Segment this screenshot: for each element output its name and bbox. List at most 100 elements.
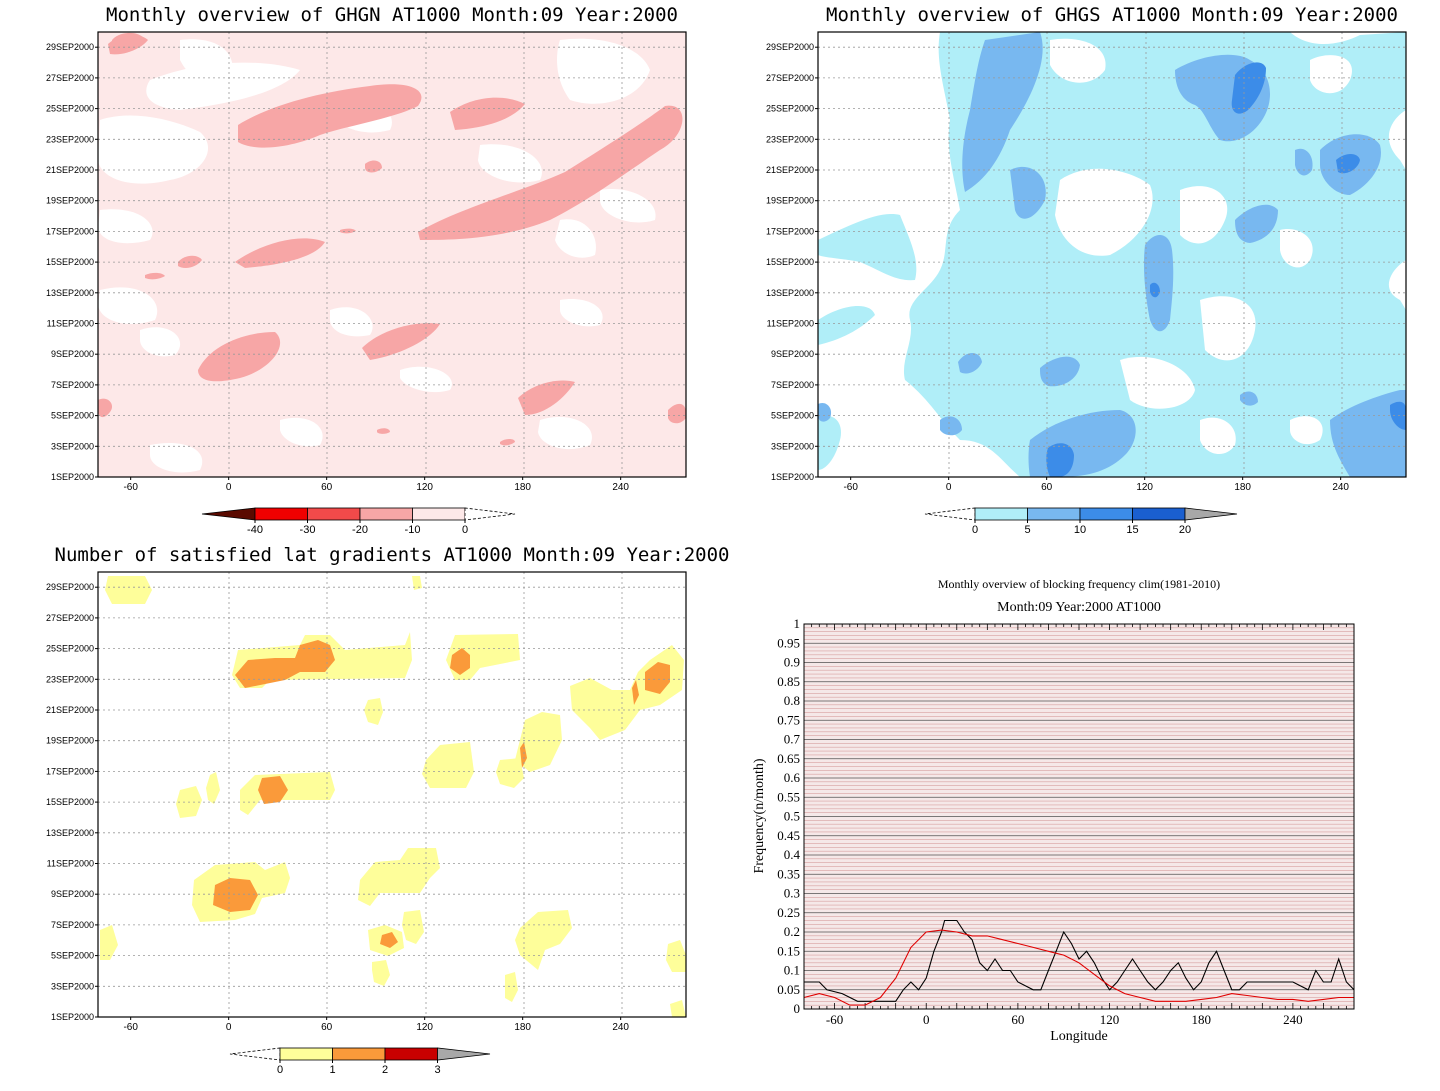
- date-tick-label: 13SEP2000: [46, 288, 94, 298]
- colorbar-label: -40: [247, 524, 263, 536]
- date-tick-label: 5SEP2000: [51, 411, 94, 421]
- colorbar-label: 15: [1126, 524, 1138, 536]
- lon-tick-label: 240: [612, 1022, 629, 1033]
- ghgs-y-tick-labels: 1SEP2000 3SEP2000 5SEP2000 7SEP2000 9SEP2000…: [766, 42, 818, 482]
- lon-tick-label: 60: [321, 482, 333, 493]
- date-tick-label: 9SEP2000: [51, 889, 94, 899]
- freq-y-tick-label: 0.6: [784, 770, 801, 785]
- colorbar-swatch: [974, 507, 1028, 521]
- freq-y-tick-label: 0.05: [777, 982, 800, 997]
- freq-x-tick-label: 60: [1011, 1012, 1024, 1027]
- lon-tick-label: 240: [1332, 482, 1349, 493]
- date-tick-label: 25SEP2000: [46, 644, 94, 654]
- lon-tick-label: 0: [226, 482, 232, 493]
- lat-contour-field: [98, 572, 686, 1017]
- lon-tick-label: 120: [416, 1022, 433, 1033]
- date-tick-label: 15SEP2000: [46, 257, 94, 267]
- lon-tick-label: 240: [612, 482, 629, 493]
- colorbar-label: 0: [972, 524, 978, 536]
- freq-major-grid: [804, 623, 1354, 1010]
- colorbar-arrow-low: [924, 507, 976, 521]
- date-tick-label: 17SEP2000: [766, 226, 814, 236]
- colorbar-swatch: [359, 507, 413, 521]
- date-tick-label: 13SEP2000: [46, 828, 94, 838]
- freq-y-tick-label: 0.95: [777, 635, 800, 650]
- ghgn-grid-h: [98, 46, 686, 447]
- ghgn-x-tick-labels: -60 0 60 120 180 240: [123, 477, 629, 493]
- freq-plot-frame: [803, 623, 1355, 1010]
- date-tick-label: 25SEP2000: [46, 104, 94, 114]
- freq-x-tick-label: -60: [826, 1012, 843, 1027]
- date-tick-label: 3SEP2000: [51, 441, 94, 451]
- freq-y-tick-label: 0.55: [777, 789, 800, 804]
- date-tick-label: 3SEP2000: [51, 981, 94, 991]
- date-tick-label: 19SEP2000: [766, 196, 814, 206]
- date-tick-label: 17SEP2000: [46, 226, 94, 236]
- freq-y-tick-label: 0.65: [777, 751, 800, 766]
- colorbar-arrow-high: [464, 507, 516, 521]
- lat-y-tick-labels: 1SEP2000 3SEP2000 5SEP2000 7SEP2000 9SEP2000…: [46, 582, 98, 1022]
- lon-tick-label: 120: [1136, 482, 1153, 493]
- freq-y-tick-labels: 0 0.05 0.1 0.15 0.2 0.25 0.3 0.35 0.4 0.45 0.5 0.55…: [777, 616, 800, 1016]
- colorbar-label: 0: [462, 524, 468, 536]
- panel-ghgn: Monthly overview of GHGN AT1000 Month:09…: [46, 4, 687, 536]
- freq-series: [803, 919, 1355, 1006]
- date-tick-label: 23SEP2000: [46, 674, 94, 684]
- colorbar-swatch: [412, 507, 466, 521]
- freq-y-tick-label: 0.3: [784, 886, 800, 901]
- freq-y-tick-label: 1: [794, 616, 801, 631]
- colorbar-swatch: [1027, 507, 1081, 521]
- lat-grid: [228, 572, 623, 1017]
- freq-y-tick-label: 0.35: [777, 866, 800, 881]
- freq-ylabel: Frequency(n/month): [752, 758, 767, 873]
- date-tick-label: 27SEP2000: [46, 613, 94, 623]
- date-tick-label: 25SEP2000: [766, 104, 814, 114]
- date-tick-label: 27SEP2000: [46, 73, 94, 83]
- lat-x-tick-labels: -60 0 60 120 180 240: [123, 1017, 629, 1033]
- ghgn-colorbar: -40 -30 -20 -10 0: [201, 507, 516, 536]
- ghgs-grid-h: [818, 46, 1406, 447]
- freq-y-tick-label: 0.9: [784, 655, 800, 670]
- lon-tick-label: 0: [946, 482, 952, 493]
- freq-title: Monthly overview of blocking frequency c…: [938, 577, 1220, 591]
- freq-x-tick-label: 240: [1283, 1012, 1303, 1027]
- colorbar-label: 10: [1074, 524, 1086, 536]
- date-tick-label: 23SEP2000: [46, 134, 94, 144]
- freq-y-tick-label: 0.45: [777, 828, 800, 843]
- colorbar-arrow-low: [201, 507, 256, 521]
- colorbar-label: 2: [382, 1064, 388, 1076]
- colorbar-arrow-low: [229, 1047, 281, 1061]
- ghgs-colorbar: 0 5 10 15 20: [924, 507, 1238, 536]
- freq-y-tick-label: 0.8: [784, 693, 800, 708]
- lat-plot-frame: [97, 571, 687, 1018]
- freq-y-tick-label: 0.7: [784, 732, 801, 747]
- date-tick-label: 11SEP2000: [47, 319, 94, 329]
- date-tick-label: 1SEP2000: [51, 472, 94, 482]
- ghgn-plot-frame: [97, 31, 687, 478]
- freq-xlabel: Longitude: [1050, 1029, 1108, 1044]
- ghgs-plot-frame: [817, 31, 1407, 478]
- colorbar-swatch: [1079, 507, 1133, 521]
- colorbar-swatch: [1132, 507, 1186, 521]
- date-tick-label: 3SEP2000: [771, 441, 814, 451]
- lon-tick-label: 180: [514, 482, 531, 493]
- colorbar-label: 20: [1179, 524, 1191, 536]
- colorbar-label: 0: [277, 1064, 283, 1076]
- date-tick-label: 21SEP2000: [46, 165, 94, 175]
- freq-y-tick-label: 0.5: [784, 809, 800, 824]
- lon-tick-label: -60: [123, 1022, 138, 1033]
- lat-regions-1-to-2: [213, 640, 670, 948]
- lon-tick-label: 180: [1234, 482, 1251, 493]
- date-tick-label: 5SEP2000: [51, 951, 94, 961]
- ghgn-contour-field: [98, 32, 686, 477]
- lat-colorbar: 0 1 2 3: [229, 1047, 491, 1076]
- date-tick-label: 27SEP2000: [766, 73, 814, 83]
- freq-x-tick-label: 0: [923, 1012, 930, 1027]
- colorbar-swatch: [307, 507, 361, 521]
- freq-x-tick-label: 120: [1100, 1012, 1120, 1027]
- panel-ghgs: Monthly overview of GHGS AT1000 Month:09…: [766, 4, 1407, 536]
- ghgs-regions-below-0: [1050, 38, 1352, 455]
- date-tick-label: 1SEP2000: [51, 1012, 94, 1022]
- freq-y-tick-label: 0.25: [777, 905, 800, 920]
